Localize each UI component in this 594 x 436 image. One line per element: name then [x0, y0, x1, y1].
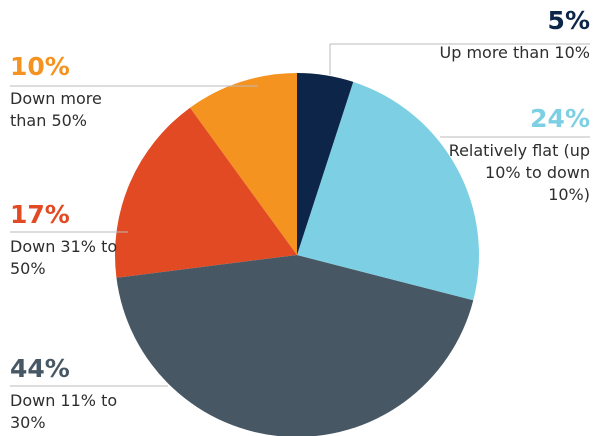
percent-label: 5% — [547, 6, 590, 35]
slice-label: 24% Relatively flat (up 10% to down 10%) — [440, 104, 590, 206]
category-label: Down 11% to 30% — [10, 391, 118, 432]
category-label: Down more than 50% — [10, 89, 102, 130]
category-label: Relatively flat (up 10% to down 10%) — [448, 141, 590, 204]
pie-slice — [297, 73, 354, 255]
percent-label: 44% — [10, 354, 70, 383]
slice-label: 10% Down more than 50% — [10, 52, 140, 132]
slice-label: 17% Down 31% to 50% — [10, 200, 130, 280]
slice-label: 44% Down 11% to 30% — [10, 354, 130, 434]
percent-label: 24% — [530, 104, 590, 133]
pie-slice — [297, 81, 480, 301]
category-label: Down 31% to 50% — [10, 237, 118, 278]
slice-label: 5% Up more than 10% — [390, 6, 591, 64]
pie-slice — [190, 73, 297, 255]
pie-slice — [116, 255, 474, 436]
percent-label: 10% — [10, 52, 70, 81]
category-label: Up more than 10% — [439, 43, 591, 62]
percent-label: 17% — [10, 200, 70, 229]
pie-slice — [115, 107, 297, 278]
